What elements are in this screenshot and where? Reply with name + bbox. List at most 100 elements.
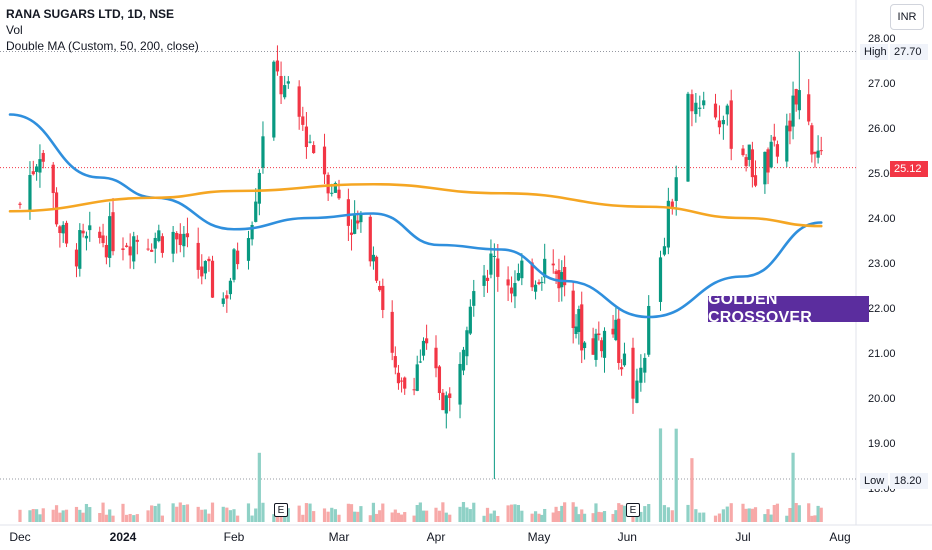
- volume-bar: [108, 509, 112, 522]
- currency-button[interactable]: INR: [890, 4, 924, 30]
- volume-bar: [540, 514, 544, 522]
- volume-bar: [509, 504, 514, 522]
- x-tick-label: Apr: [427, 530, 446, 544]
- candle-body: [810, 125, 814, 155]
- candle-body: [647, 305, 651, 355]
- candle-body: [551, 263, 555, 266]
- candle-body: [41, 152, 45, 162]
- candle-body: [225, 295, 229, 299]
- volume-bar: [203, 509, 207, 522]
- earnings-marker-feb[interactable]: E: [274, 503, 288, 517]
- volume-bar: [390, 512, 394, 522]
- volume-bar: [182, 504, 186, 522]
- time-axis[interactable]: Dec 2024 Feb Mar Apr May Jun Jul Aug: [9, 530, 850, 544]
- volume-bar: [750, 508, 754, 522]
- volume-bar: [178, 502, 182, 522]
- earnings-marker-jun[interactable]: E: [626, 503, 640, 517]
- grid-lines: [0, 0, 932, 526]
- candle-body: [639, 367, 643, 383]
- candle-body: [207, 258, 211, 262]
- candle-body: [769, 141, 773, 168]
- volume-bar: [674, 428, 678, 522]
- volume-bar: [171, 503, 175, 522]
- volume-bar: [396, 512, 401, 522]
- price-axis[interactable]: 28.00 27.00 26.00 25.00 24.00 23.00 22.00 21.00…: [868, 33, 896, 495]
- volume-bar: [611, 513, 615, 522]
- volume-bar: [153, 505, 157, 522]
- candle-body: [594, 333, 598, 360]
- volume-bar: [18, 509, 22, 522]
- volume-bar: [643, 506, 647, 522]
- candle-body: [631, 347, 635, 399]
- candle-body: [257, 172, 261, 204]
- candle-body: [58, 226, 62, 234]
- symbol-title[interactable]: RANA SUGARS LTD, 1D, NSE: [6, 7, 175, 21]
- volume-bar: [51, 509, 55, 522]
- ma200-line: [8, 182, 823, 228]
- candle-body: [200, 266, 204, 277]
- volume-bar: [28, 510, 32, 522]
- volume-bar: [160, 515, 164, 522]
- candle-body: [337, 189, 341, 199]
- candle-body: [371, 254, 376, 262]
- candle-body: [763, 151, 767, 185]
- volume-bar: [128, 513, 132, 522]
- volume-bar: [788, 507, 792, 522]
- candle-body: [571, 290, 575, 329]
- candle-body: [557, 270, 561, 289]
- volume-bar: [713, 515, 718, 522]
- ma-indicator-label[interactable]: Double MA (Custom, 50, 200, close): [6, 39, 199, 53]
- candle-body: [390, 311, 394, 353]
- candle-body: [694, 102, 698, 115]
- candle-body: [791, 95, 795, 127]
- volume-bar: [185, 504, 190, 522]
- volume-bar: [533, 511, 538, 522]
- candle-body: [333, 182, 337, 193]
- vol-indicator-label[interactable]: Vol: [6, 23, 23, 37]
- volume-bar: [582, 513, 587, 522]
- candle-body: [482, 275, 486, 286]
- volume-bar: [337, 514, 341, 522]
- candle-body: [88, 225, 92, 231]
- candle-body: [153, 237, 157, 249]
- candle-body: [326, 174, 330, 194]
- candle-body: [18, 203, 22, 205]
- volume-bar: [772, 504, 776, 522]
- candle-body: [135, 239, 139, 242]
- candle-body: [813, 151, 817, 154]
- volume-bar: [741, 503, 745, 522]
- candle-body: [496, 258, 500, 277]
- volume-bar: [816, 505, 820, 522]
- candle-body: [415, 364, 419, 391]
- y-tick-label: 28.00: [868, 33, 896, 45]
- candle-body: [543, 258, 547, 278]
- volume-bar: [58, 512, 62, 522]
- ma50-line: [8, 113, 823, 319]
- volume-bar: [647, 504, 651, 522]
- volume-bar: [146, 510, 150, 522]
- volume-bar: [482, 515, 486, 522]
- volume-bar: [54, 505, 59, 522]
- volume-bar: [421, 510, 426, 522]
- volume-bar: [617, 503, 621, 522]
- volume-bar: [614, 510, 618, 522]
- volume-bar: [418, 502, 422, 522]
- volume-bar: [200, 509, 204, 522]
- candle-body: [537, 282, 541, 285]
- volume-bar: [111, 515, 115, 522]
- candle-body: [349, 232, 354, 235]
- volume-bar: [721, 509, 725, 522]
- candle-body: [412, 389, 416, 391]
- candle-body: [108, 216, 112, 258]
- x-tick-label: Jul: [735, 530, 750, 544]
- x-tick-label: Mar: [329, 530, 350, 544]
- candle-body: [381, 285, 385, 310]
- candle-body: [232, 249, 236, 280]
- volume-bar: [121, 503, 125, 522]
- candle-body: [175, 232, 179, 240]
- candle-body: [403, 377, 407, 389]
- volume-bar: [819, 507, 823, 522]
- candle-body: [356, 220, 360, 224]
- volume-bar: [698, 512, 702, 522]
